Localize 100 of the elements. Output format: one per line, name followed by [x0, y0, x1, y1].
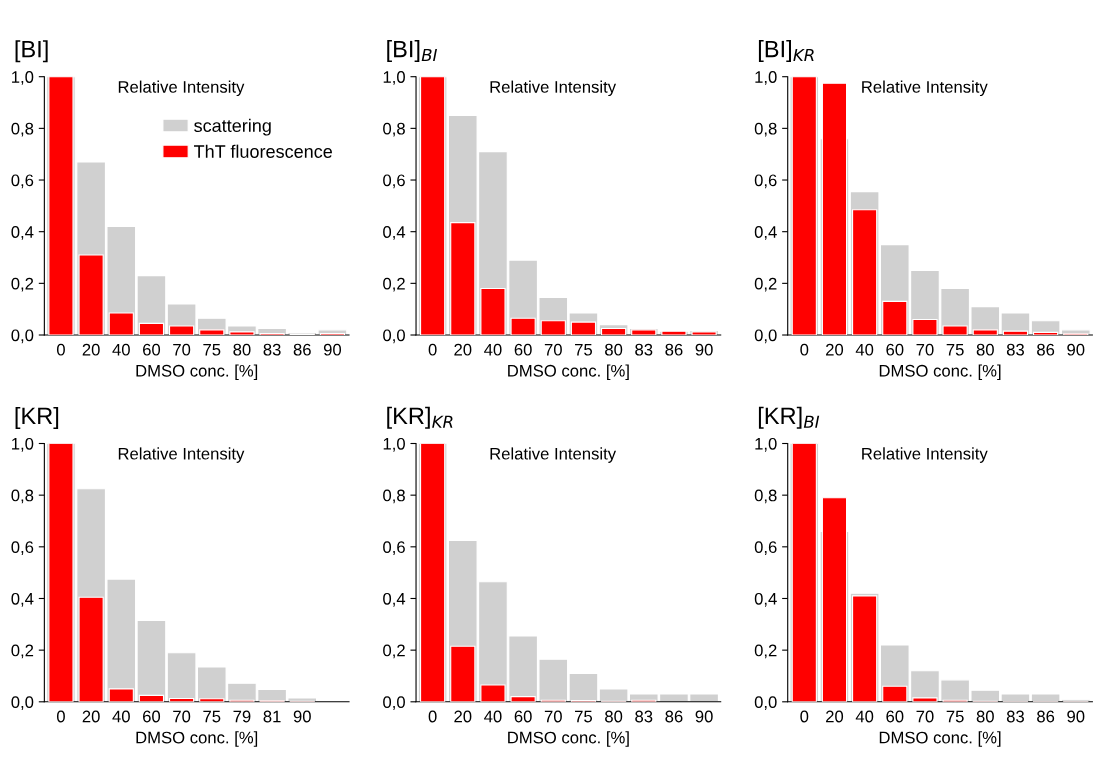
y-tick-label: 0,0 [383, 329, 405, 344]
y-tick-label: 1,0 [755, 437, 777, 452]
y-axis-title: Relative Intensity [118, 447, 245, 463]
y-tick-label: 0,2 [754, 644, 777, 659]
chart-title: [KR]$_{KR}$ [387, 406, 453, 429]
x-tick-label: 75 [946, 710, 964, 723]
x-axis-title: DMSO conc. [%] [879, 731, 1001, 747]
x-tick-label: 40 [484, 710, 502, 723]
x-tick-label: 60 [886, 343, 904, 356]
x-tick-label: 0 [56, 710, 65, 723]
x-tick-label: 40 [112, 343, 130, 356]
y-axis-title: Relative Intensity [862, 80, 988, 97]
x-axis-title: DMSO conc. [%] [136, 364, 258, 380]
x-tick-label: 20 [826, 343, 844, 356]
x-tick-label: 60 [143, 710, 161, 723]
x-tick-label: 86 [1037, 710, 1055, 723]
y-tick-label: 0,2 [11, 644, 34, 659]
x-tick-label: 75 [203, 710, 221, 723]
x-tick-label: 90 [695, 343, 713, 356]
chart-title: [BI]$_{KR}$ [758, 40, 814, 63]
x-tick-label: 79 [233, 710, 251, 723]
x-tick-label: 75 [946, 343, 964, 356]
x-tick-label: 80 [233, 343, 251, 356]
x-tick-label: 20 [454, 343, 472, 356]
bar [821, 497, 848, 702]
x-tick-label: 0 [428, 710, 437, 723]
y-axis-title: Relative Intensity [118, 80, 245, 97]
x-tick-label: 81 [263, 710, 281, 723]
y-tick-label: 1,0 [383, 437, 405, 452]
x-tick-label: 20 [82, 710, 100, 723]
chart-title: [BI] [15, 40, 48, 63]
x-tick-label: 90 [1067, 343, 1085, 356]
x-tick-label: 40 [855, 343, 874, 356]
y-tick-label: 0,8 [754, 122, 777, 137]
x-tick-label: 0 [428, 343, 437, 356]
y-tick-label: 0,0 [383, 696, 405, 710]
y-tick-label: 0,8 [11, 122, 34, 137]
y-tick-label: 0,2 [383, 644, 405, 659]
x-tick-label: 60 [143, 343, 161, 356]
x-tick-label: 70 [544, 710, 562, 723]
x-tick-label: 86 [1037, 343, 1055, 356]
y-axis-title: Relative Intensity [490, 447, 617, 463]
chart-title: [BI]$_{BI}$ [387, 40, 437, 63]
x-tick-label: 86 [665, 710, 683, 723]
chart-title: [KR]$_{BI}$ [758, 406, 820, 429]
x-axis-title: DMSO conc. [%] [879, 364, 1001, 380]
y-tick-label: 1,0 [12, 71, 34, 85]
y-tick-label: 0,8 [383, 122, 405, 137]
y-tick-label: 1,0 [12, 437, 34, 452]
bar [821, 82, 848, 336]
y-tick-label: 0,4 [383, 592, 406, 607]
x-tick-label: 90 [323, 343, 342, 356]
x-tick-label: 90 [695, 710, 713, 723]
x-tick-label: 20 [826, 710, 844, 723]
x-tick-label: 86 [665, 343, 683, 356]
legend-label: ThT fluorescence [194, 144, 332, 158]
y-tick-label: 0,0 [754, 329, 777, 344]
x-axis-title: DMSO conc. [%] [508, 731, 629, 747]
y-tick-label: 0,6 [754, 174, 777, 189]
y-tick-label: 0,8 [11, 489, 34, 504]
y-tick-label: 0,8 [754, 489, 777, 504]
x-tick-label: 20 [454, 710, 472, 723]
y-tick-label: 0,4 [11, 226, 34, 240]
x-tick-label: 70 [173, 343, 191, 356]
x-tick-label: 70 [916, 710, 934, 723]
x-tick-label: 70 [544, 343, 562, 356]
y-tick-label: 0,2 [754, 277, 777, 292]
x-tick-label: 83 [1006, 710, 1024, 723]
x-tick-label: 70 [916, 343, 934, 356]
y-tick-label: 0,4 [754, 592, 777, 607]
x-tick-label: 40 [855, 710, 874, 723]
y-tick-label: 0,0 [754, 696, 777, 710]
y-tick-label: 1,0 [383, 71, 405, 85]
y-tick-label: 0,6 [383, 541, 405, 555]
y-tick-label: 0,8 [383, 489, 405, 504]
x-tick-label: 40 [112, 710, 130, 723]
x-tick-label: 60 [514, 343, 532, 356]
y-tick-label: 1,0 [755, 71, 777, 85]
y-axis-title: Relative Intensity [862, 447, 988, 463]
y-tick-label: 0,2 [11, 277, 34, 292]
x-tick-label: 70 [173, 710, 191, 723]
x-tick-label: 20 [82, 343, 100, 356]
x-tick-label: 40 [484, 343, 502, 356]
chart-title: [KR] [15, 406, 59, 429]
y-tick-label: 0,0 [11, 696, 34, 710]
x-tick-label: 80 [976, 710, 994, 723]
x-tick-label: 83 [635, 710, 653, 723]
y-tick-label: 0,0 [11, 329, 34, 344]
x-tick-label: 80 [976, 343, 994, 356]
x-tick-label: 83 [1006, 343, 1024, 356]
x-tick-label: 0 [800, 710, 809, 723]
x-tick-label: 86 [293, 343, 311, 356]
y-tick-label: 0,4 [11, 592, 34, 607]
y-tick-label: 0,6 [11, 174, 34, 189]
legend-label: scattering [194, 118, 271, 136]
y-tick-label: 0,4 [383, 226, 406, 240]
y-tick-label: 0,6 [11, 541, 34, 555]
x-tick-label: 90 [1067, 710, 1085, 723]
x-tick-label: 83 [263, 343, 281, 356]
x-tick-label: 60 [514, 710, 532, 723]
